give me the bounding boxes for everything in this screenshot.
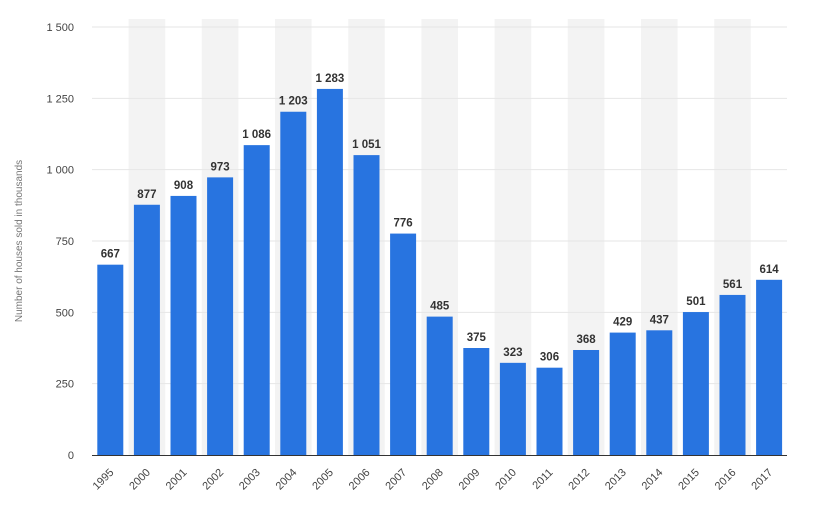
x-tick-label: 2007 [383,467,409,493]
x-tick-label: 2011 [530,467,555,492]
data-label: 368 [577,334,597,346]
bar-2009[interactable] [463,348,490,455]
data-label: 561 [723,279,743,291]
data-label: 1 283 [316,73,345,85]
y-tick-label: 1 500 [46,22,74,34]
x-axis-ticks: 1995 2000 2001 2002 2003 2004 2005 2006 2007 2008… [91,467,776,493]
y-tick-label: 250 [56,379,74,391]
x-tick-label: 2005 [310,467,336,493]
x-tick-label: 2004 [274,467,300,493]
data-label: 323 [503,347,522,359]
x-tick-label: 2008 [420,467,446,493]
x-tick-label: 2012 [566,467,592,493]
bar-1995[interactable] [97,264,124,455]
bar-2007[interactable] [390,233,417,455]
x-tick-label: 2010 [493,467,519,493]
data-label: 306 [540,352,559,364]
y-tick-label: 1 250 [46,93,74,105]
data-label: 1 203 [279,96,308,108]
bar-2003[interactable] [243,145,270,456]
y-tick-label: 0 [68,450,74,462]
bar-2008[interactable] [426,316,453,455]
bar-2016[interactable] [719,294,746,455]
bar-2014[interactable] [646,330,673,455]
x-tick-label: 2015 [676,467,702,493]
x-tick-label: 2006 [347,467,373,493]
bar-2013[interactable] [609,332,636,455]
data-labels: 667 877 908 973 1 086 1 203 1 283 1 051 776 485 37… [101,73,780,364]
data-label: 429 [613,317,632,329]
bar-2006[interactable] [353,155,380,455]
data-label: 485 [430,301,450,313]
x-tick-label: 2013 [603,467,629,493]
y-tick-label: 750 [56,236,74,248]
x-tick-label: 1995 [91,467,117,493]
data-label: 776 [394,218,413,230]
bar-2002[interactable] [207,177,234,455]
bar-2005[interactable] [316,88,343,456]
x-tick-label: 2014 [640,467,666,493]
bar-2017[interactable] [756,279,783,455]
data-label: 908 [174,180,194,192]
x-tick-label: 2001 [164,467,190,493]
y-tick-label: 1 000 [46,165,74,177]
bar-2010[interactable] [499,362,526,455]
data-label: 375 [467,332,487,344]
bar-2004[interactable] [280,111,307,455]
y-tick-label: 500 [56,307,74,319]
bar-2012[interactable] [573,349,600,455]
data-label: 667 [101,249,120,261]
x-tick-label: 2002 [200,467,226,493]
data-label: 614 [760,264,780,276]
x-tick-label: 2000 [127,467,153,493]
bars [97,88,783,456]
data-label: 973 [211,161,230,173]
bar-2001[interactable] [170,195,197,455]
data-label: 1 051 [352,139,381,151]
x-tick-label: 2016 [713,467,739,493]
y-axis-label: Number of houses sold in thousands [14,160,25,322]
x-tick-label: 2009 [457,467,483,493]
x-tick-label: 2017 [749,467,775,493]
data-label: 1 086 [242,129,271,141]
bar-2000[interactable] [133,204,160,455]
y-axis-ticks: 0 250 500 750 1 000 1 250 1 500 [46,22,74,462]
data-label: 877 [137,189,156,201]
x-tick-label: 2003 [237,467,263,493]
data-label: 437 [650,314,669,326]
bar-2011[interactable] [536,367,563,455]
bar-2015[interactable] [682,312,709,455]
data-label: 501 [686,296,706,308]
